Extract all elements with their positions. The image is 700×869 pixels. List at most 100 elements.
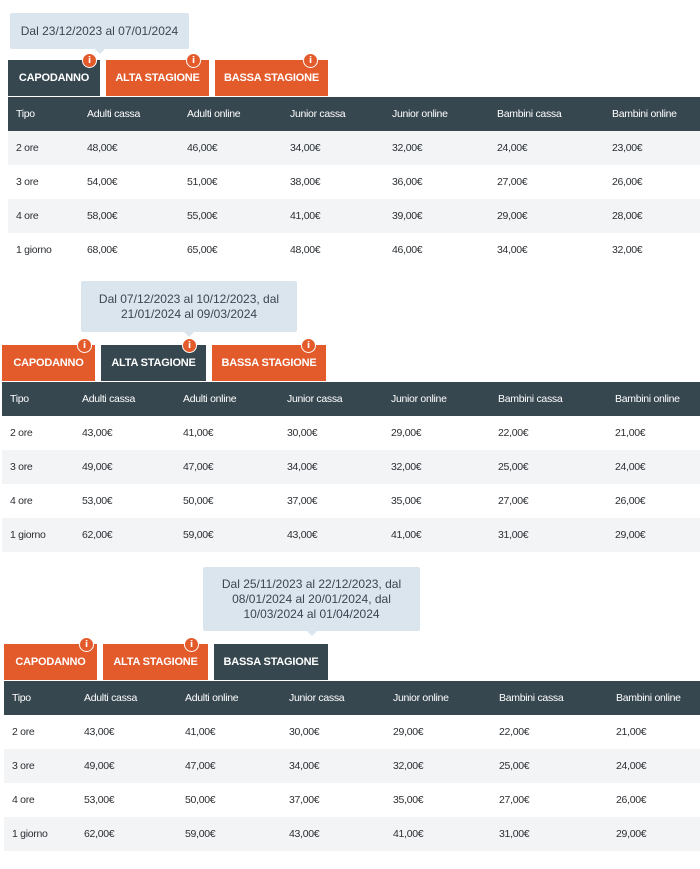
info-icon[interactable]: i: [184, 637, 199, 652]
tab-label: ALTA STAGIONE: [111, 357, 196, 369]
table-row: 4 ore 53,00€ 50,00€ 37,00€ 35,00€ 27,00€…: [2, 484, 700, 518]
table-cell: 59,00€: [185, 817, 289, 851]
table-cell: 21,00€: [616, 715, 700, 749]
table-cell: 29,00€: [616, 817, 700, 851]
table-cell: 25,00€: [498, 450, 615, 484]
table-cell: 54,00€: [87, 165, 187, 199]
column-header-tipo: Tipo: [8, 97, 87, 131]
tooltip-line: 21/01/2024 al 09/03/2024: [120, 306, 258, 321]
table-cell: 41,00€: [393, 817, 499, 851]
table-cell: 53,00€: [82, 484, 183, 518]
table-cell: 32,00€: [391, 450, 498, 484]
table-cell: 41,00€: [391, 518, 498, 552]
table-row: 1 giorno 62,00€ 59,00€ 43,00€ 41,00€ 31,…: [4, 817, 700, 851]
tab-bassa-stagione[interactable]: BASSA STAGIONE i: [215, 53, 328, 96]
table-cell: 31,00€: [498, 518, 615, 552]
tooltip-line: 10/03/2024 al 01/04/2024: [243, 606, 380, 621]
table-cell: 31,00€: [499, 817, 616, 851]
table-cell: 23,00€: [612, 131, 700, 165]
table-cell: 50,00€: [183, 484, 287, 518]
tab-label: CAPODANNO: [13, 357, 84, 369]
tab-label: ALTA STAGIONE: [115, 72, 200, 84]
table-cell: 2 ore: [8, 131, 87, 165]
column-header-adulti-online: Adulti online: [185, 681, 289, 715]
table-cell: 4 ore: [8, 199, 87, 233]
table-cell: 46,00€: [187, 131, 290, 165]
price-table: Tipo Adulti cassa Adulti online Junior c…: [8, 97, 700, 267]
tab-alta-stagione[interactable]: ALTA STAGIONE i: [101, 338, 206, 381]
table-row: 2 ore 48,00€ 46,00€ 34,00€ 32,00€ 24,00€…: [8, 131, 700, 165]
table-cell: 65,00€: [187, 233, 290, 267]
info-icon[interactable]: i: [301, 338, 316, 353]
table-cell: 28,00€: [612, 199, 700, 233]
table-cell: 68,00€: [87, 233, 187, 267]
table-row: 1 giorno 62,00€ 59,00€ 43,00€ 41,00€ 31,…: [2, 518, 700, 552]
table-cell: 35,00€: [391, 484, 498, 518]
info-icon[interactable]: i: [82, 53, 97, 68]
table-cell: 27,00€: [498, 484, 615, 518]
table-cell: 41,00€: [183, 416, 287, 450]
table-cell: 24,00€: [615, 450, 700, 484]
info-icon[interactable]: i: [186, 53, 201, 68]
table-cell: 27,00€: [499, 783, 616, 817]
table-cell: 29,00€: [497, 199, 612, 233]
tab-capodanno[interactable]: CAPODANNO i: [8, 53, 100, 96]
column-header-adulti-online: Adulti online: [187, 97, 290, 131]
tab-capodanno[interactable]: CAPODANNO i: [4, 637, 97, 680]
column-header-junior-cassa: Junior cassa: [290, 97, 392, 131]
table-cell: 43,00€: [82, 416, 183, 450]
table-row: 4 ore 58,00€ 55,00€ 41,00€ 39,00€ 29,00€…: [8, 199, 700, 233]
table-cell: 34,00€: [497, 233, 612, 267]
table-row: 2 ore 43,00€ 41,00€ 30,00€ 29,00€ 22,00€…: [4, 715, 700, 749]
table-cell: 39,00€: [392, 199, 497, 233]
table-cell: 22,00€: [498, 416, 615, 450]
table-cell: 49,00€: [84, 749, 185, 783]
info-icon[interactable]: i: [182, 338, 197, 353]
table-cell: 2 ore: [2, 416, 82, 450]
column-header-bambini-online: Bambini online: [612, 97, 700, 131]
table-cell: 49,00€: [82, 450, 183, 484]
table-cell: 50,00€: [185, 783, 289, 817]
column-header-tipo: Tipo: [2, 382, 82, 416]
table-cell: 34,00€: [289, 749, 393, 783]
table-cell: 32,00€: [392, 131, 497, 165]
column-header-bambini-cassa: Bambini cassa: [498, 382, 615, 416]
table-cell: 27,00€: [497, 165, 612, 199]
tab-bassa-stagione[interactable]: BASSA STAGIONE i: [212, 338, 326, 381]
table-cell: 48,00€: [87, 131, 187, 165]
table-cell: 1 giorno: [8, 233, 87, 267]
column-header-junior-cassa: Junior cassa: [289, 681, 393, 715]
column-header-adulti-online: Adulti online: [183, 382, 287, 416]
info-icon[interactable]: i: [303, 53, 318, 68]
table-header-row: Tipo Adulti cassa Adulti online Junior c…: [2, 382, 700, 416]
table-cell: 37,00€: [289, 783, 393, 817]
table-cell: 53,00€: [84, 783, 185, 817]
table-row: 4 ore 53,00€ 50,00€ 37,00€ 35,00€ 27,00€…: [4, 783, 700, 817]
table-cell: 3 ore: [2, 450, 82, 484]
tab-alta-stagione[interactable]: ALTA STAGIONE i: [103, 637, 208, 680]
table-cell: 47,00€: [185, 749, 289, 783]
table-cell: 30,00€: [287, 416, 391, 450]
table-cell: 32,00€: [393, 749, 499, 783]
table-cell: 43,00€: [84, 715, 185, 749]
date-range-tooltip: Dal 23/12/2023 al 07/01/2024: [10, 13, 189, 54]
table-cell: 24,00€: [616, 749, 700, 783]
table-cell: 3 ore: [4, 749, 84, 783]
table-cell: 22,00€: [499, 715, 616, 749]
info-icon[interactable]: i: [79, 637, 94, 652]
column-header-tipo: Tipo: [4, 681, 84, 715]
tooltip-text: Dal 23/12/2023 al 07/01/2024: [20, 23, 179, 38]
table-cell: 29,00€: [391, 416, 498, 450]
tab-bassa-stagione[interactable]: BASSA STAGIONE: [214, 644, 328, 680]
table-header-row: Tipo Adulti cassa Adulti online Junior c…: [4, 681, 700, 715]
table-cell: 24,00€: [497, 131, 612, 165]
tab-alta-stagione[interactable]: ALTA STAGIONE i: [106, 53, 209, 96]
table-cell: 48,00€: [290, 233, 392, 267]
table-cell: 62,00€: [82, 518, 183, 552]
tab-capodanno[interactable]: CAPODANNO i: [2, 338, 95, 381]
table-row: 2 ore 43,00€ 41,00€ 30,00€ 29,00€ 22,00€…: [2, 416, 700, 450]
table-row: 3 ore 54,00€ 51,00€ 38,00€ 36,00€ 27,00€…: [8, 165, 700, 199]
table-cell: 34,00€: [287, 450, 391, 484]
column-header-junior-online: Junior online: [392, 97, 497, 131]
info-icon[interactable]: i: [77, 338, 92, 353]
